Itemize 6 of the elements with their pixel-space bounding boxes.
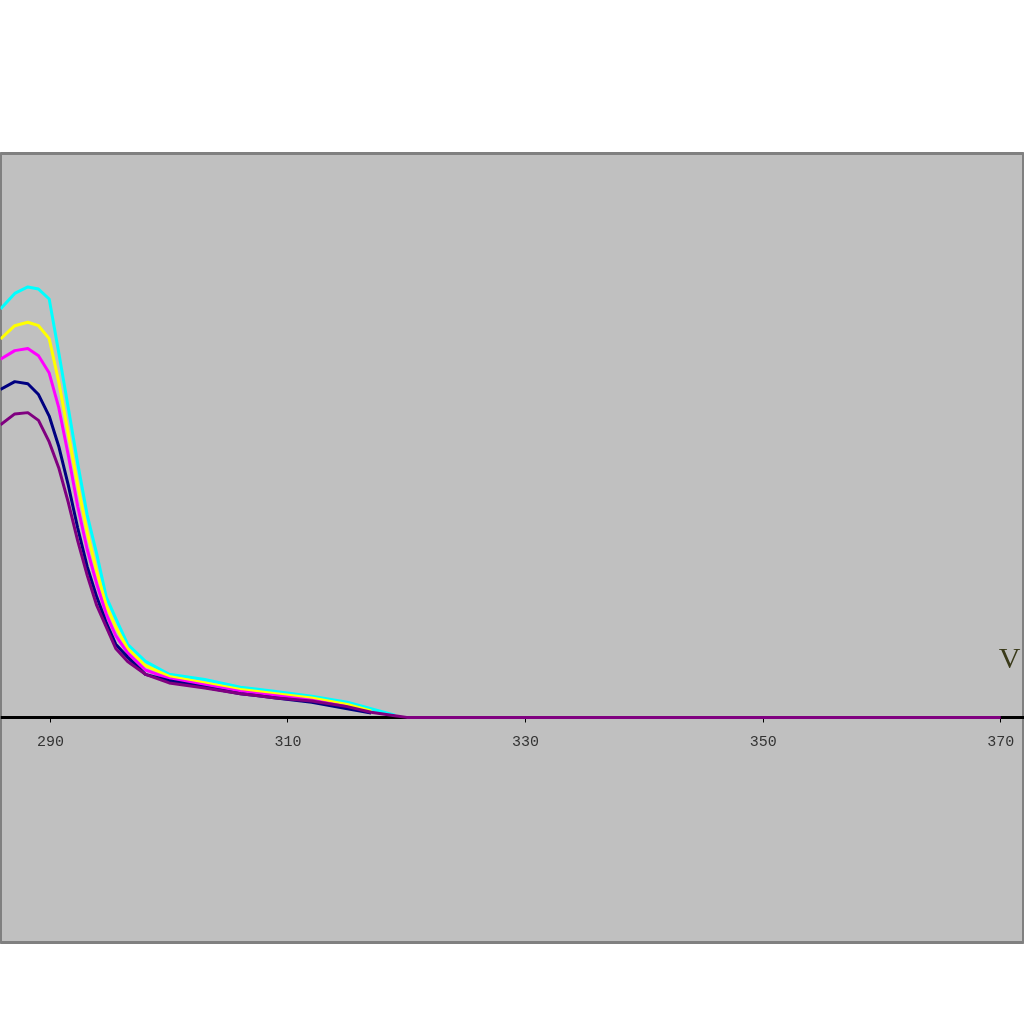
x-tick-label: 370 <box>987 734 1015 752</box>
x-tick-label: 350 <box>749 734 777 752</box>
annotation: V <box>998 641 1021 675</box>
x-tick-label: 310 <box>274 734 302 752</box>
x-tick-label: 330 <box>512 734 540 752</box>
x-tick-label: 290 <box>36 734 64 752</box>
